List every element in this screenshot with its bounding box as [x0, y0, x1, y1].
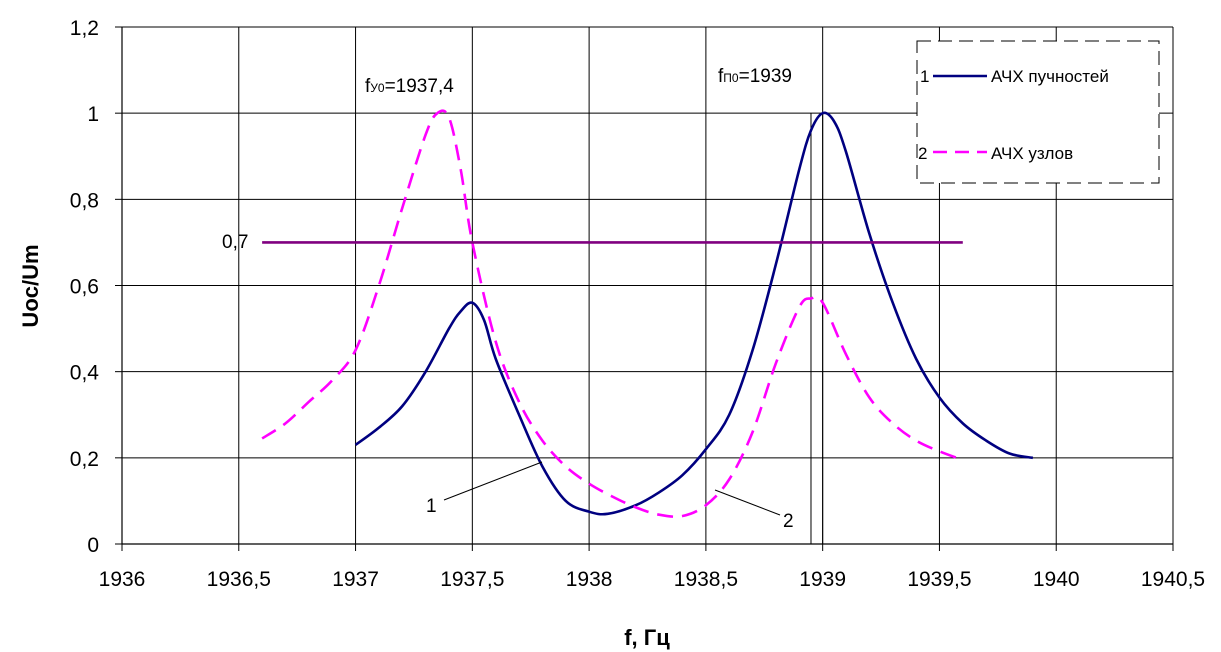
- legend-label-2: АЧХ узлов: [991, 144, 1073, 163]
- x-tick-label: 1937: [332, 568, 379, 591]
- fy0-symbol: f: [365, 76, 371, 97]
- y-tick-label: 1,2: [70, 17, 99, 40]
- x-tick-labels: 1936 1936,5 1937 1937,5 1938 1938,5 1939 1939,5…: [99, 568, 1205, 591]
- curve2-callout: 2: [714, 489, 794, 532]
- y-tick-label: 0: [87, 534, 99, 557]
- x-axis-title: f, Гц: [624, 625, 670, 650]
- series-layer: [261, 109, 1034, 544]
- curve1-label: 1: [426, 496, 437, 517]
- x-tick-label: 1938,5: [674, 568, 738, 591]
- fp0-subscript: П0: [723, 71, 739, 85]
- y-tick-label: 0,4: [70, 362, 100, 385]
- fy0-annotation: fУ0=1937,4: [365, 76, 454, 97]
- y-tick-label: 0,8: [70, 189, 99, 212]
- legend: 1 АЧХ пучностей 2 АЧХ узлов: [916, 40, 1160, 184]
- legend-box: [916, 40, 1160, 184]
- curve2-leader-line: [714, 489, 781, 516]
- y-tick-label: 0,6: [70, 276, 99, 299]
- x-tick-label: 1936,5: [207, 568, 271, 591]
- x-tick-label: 1940,5: [1141, 568, 1205, 591]
- fp0-annotation: fП0=1939: [718, 66, 792, 87]
- y-tick-label: 0,2: [70, 448, 99, 471]
- fy0-subscript: У0: [370, 81, 385, 95]
- axes: [115, 26, 1174, 551]
- series-1-line: [354, 111, 1034, 516]
- x-tick-label: 1939,5: [907, 568, 971, 591]
- legend-marker-2: 2: [918, 144, 927, 163]
- legend-label-1: АЧХ пучностей: [991, 67, 1109, 86]
- curve2-label: 2: [783, 511, 794, 532]
- level-label: 0,7: [222, 232, 248, 253]
- x-tick-label: 1938: [566, 568, 613, 591]
- x-tick-label: 1936: [99, 568, 146, 591]
- y-tick-label: 1: [87, 103, 99, 126]
- series-2-line: [261, 109, 964, 518]
- fp0-value: =1939: [739, 66, 792, 87]
- x-tick-label: 1937,5: [440, 568, 504, 591]
- curve1-callout: 1: [426, 461, 543, 517]
- fp0-symbol: f: [718, 66, 724, 87]
- x-tick-label: 1939: [799, 568, 846, 591]
- fy0-value: =1937,4: [385, 76, 455, 97]
- legend-marker-1: 1: [920, 67, 929, 86]
- curve1-leader-line: [443, 461, 543, 501]
- x-tick-label: 1940: [1033, 568, 1080, 591]
- y-tick-labels: 0 0,2 0,4 0,6 0,8 1 1,2: [70, 17, 100, 557]
- y-axis-title: Uoc/Um: [18, 244, 43, 327]
